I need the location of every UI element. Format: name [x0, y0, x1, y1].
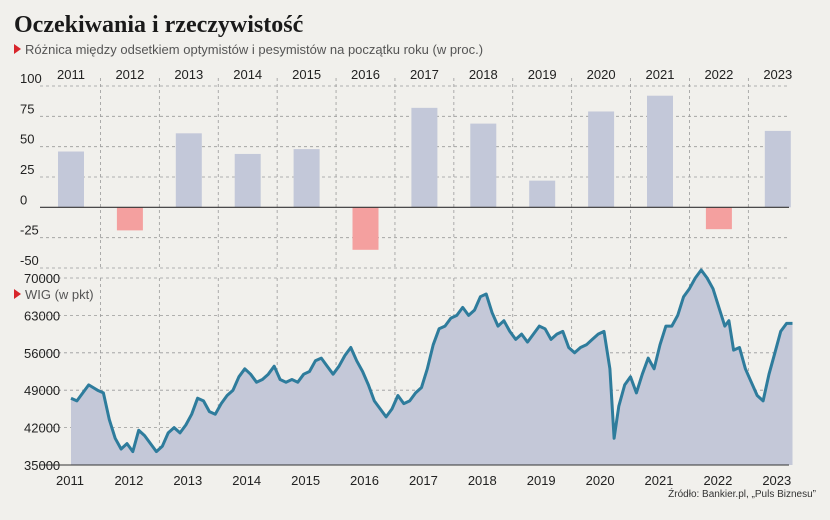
- wig-x-tick-label: 2016: [350, 473, 379, 488]
- bar-2014: [234, 153, 261, 208]
- wig-line: [70, 268, 793, 454]
- bar-x-tick-label: 2016: [351, 67, 380, 82]
- wig-y-tick-label: 42000: [24, 421, 60, 436]
- bar-2016: [352, 207, 379, 250]
- bar-y-tick-label: 50: [20, 132, 34, 147]
- bar-y-tick-label: 0: [20, 192, 27, 207]
- bar-x-tick-label: 2018: [469, 67, 498, 82]
- bar-x-tick-label: 2013: [174, 67, 203, 82]
- chart-title: Oczekiwania i rzeczywistość: [14, 12, 304, 38]
- wig-chart-subtitle: WIG (w pkt): [14, 287, 94, 302]
- bar-y-tick-label: 75: [20, 101, 34, 116]
- wig-x-tick-label: 2021: [645, 473, 674, 488]
- bar-2013: [175, 133, 202, 208]
- bar-x-tick-label: 2015: [292, 67, 321, 82]
- bar-y-tick-label: 25: [20, 162, 34, 177]
- wig-y-tick-label: 70000: [24, 271, 60, 286]
- bar-x-tick-label: 2019: [528, 67, 557, 82]
- bar-2017: [411, 107, 438, 208]
- bar-chart-subtitle-text: Różnica między odsetkiem optymistów i pe…: [25, 42, 484, 57]
- bar-chart-subtitle: Różnica między odsetkiem optymistów i pe…: [14, 42, 483, 57]
- bar-2011: [58, 151, 84, 208]
- wig-x-tick-label: 2011: [56, 473, 84, 488]
- bar-2012: [116, 207, 143, 231]
- bar-y-tick-label: -25: [20, 223, 39, 238]
- wig-x-tick-label: 2022: [703, 473, 732, 488]
- bar-2019: [529, 180, 556, 208]
- spacer: [40, 78, 41, 268]
- wig-x-tick-label: 2012: [114, 473, 143, 488]
- wig-y-tick-label: 35000: [24, 458, 60, 473]
- wig-x-tick-label: 2023: [762, 473, 791, 488]
- wig-x-tick-label: 2018: [468, 473, 497, 488]
- wig-x-tick-label: 2019: [527, 473, 556, 488]
- triangle-marker-icon: [14, 289, 21, 299]
- bar-2022: [705, 207, 732, 230]
- bar-x-tick-label: 2021: [646, 67, 675, 82]
- source-note: Źródło: Bankier.pl, „Puls Biznesu”: [668, 489, 816, 500]
- bar-2020: [588, 111, 615, 208]
- wig-x-tick-label: 2014: [232, 473, 261, 488]
- wig-y-tick-label: 56000: [24, 346, 60, 361]
- wig-y-tick-label: 49000: [24, 383, 60, 398]
- bar-y-tick-label: 100: [20, 71, 42, 86]
- wig-x-tick-label: 2013: [173, 473, 202, 488]
- bar-2021: [647, 95, 673, 208]
- wig-x-tick-label: 2015: [291, 473, 320, 488]
- wig-x-tick-label: 2020: [586, 473, 615, 488]
- wig-chart-subtitle-text: WIG (w pkt): [25, 287, 94, 302]
- bar-2018: [470, 123, 497, 208]
- bar-x-tick-label: 2023: [763, 67, 792, 82]
- bar-2015: [293, 149, 320, 208]
- bar-y-tick-label: -50: [20, 253, 39, 268]
- wig-x-tick-label: 2017: [409, 473, 438, 488]
- bar-x-tick-label: 2017: [410, 67, 439, 82]
- bar-x-tick-label: 2011: [57, 67, 85, 82]
- bar-x-tick-label: 2014: [233, 67, 262, 82]
- wig-y-tick-label: 63000: [24, 308, 60, 323]
- bar-x-tick-label: 2012: [115, 67, 144, 82]
- triangle-marker-icon: [14, 44, 21, 54]
- bar-chart: 100 75 50 25 0 -25 -50 2011 2012 2013 2014 2015 2016…: [20, 67, 792, 269]
- bar-x-tick-label: 2022: [704, 67, 733, 82]
- bar-2023: [764, 130, 791, 208]
- bar-x-tick-label: 2020: [587, 67, 616, 82]
